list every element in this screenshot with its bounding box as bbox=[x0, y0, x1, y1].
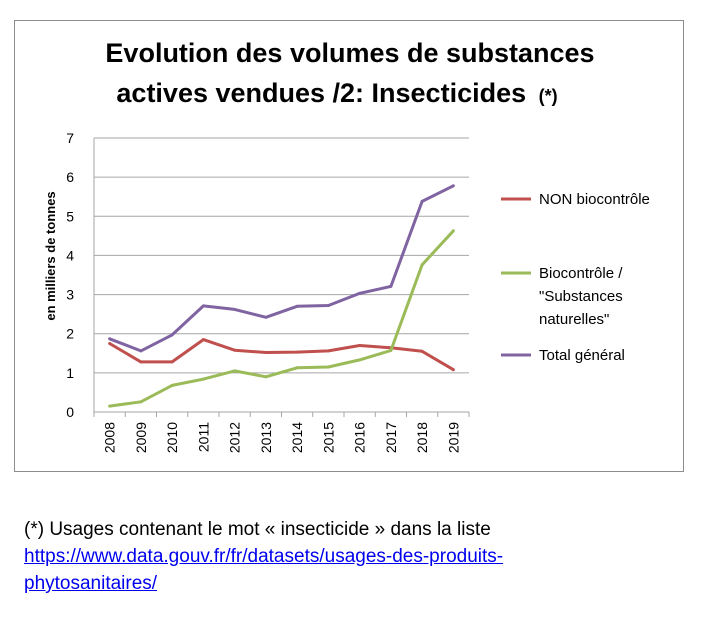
line-chart: Evolution des volumes de substances acti… bbox=[43, 38, 650, 453]
data-point bbox=[389, 284, 393, 288]
x-tick-label: 2019 bbox=[445, 422, 461, 453]
chart-title-line-2: actives vendues /2: Insecticides (*) bbox=[116, 78, 557, 108]
y-tick-label: 0 bbox=[66, 404, 74, 420]
axis-layer: 0 1 2 3 4 5 6 7 2008 2009 2010 2011 2012 2013 2014 2015… bbox=[66, 130, 470, 453]
x-tick-label: 2016 bbox=[352, 422, 368, 453]
data-point bbox=[233, 369, 237, 373]
legend-label-2: "Substances bbox=[539, 288, 623, 305]
data-point bbox=[170, 383, 174, 387]
data-point bbox=[139, 360, 143, 364]
data-point bbox=[108, 404, 112, 408]
data-point bbox=[264, 315, 268, 319]
y-tick-label: 3 bbox=[66, 287, 74, 303]
data-point bbox=[108, 337, 112, 341]
series-line-3 bbox=[109, 184, 455, 353]
data-point bbox=[139, 349, 143, 353]
y-tick-label: 2 bbox=[66, 326, 74, 342]
x-tick-label: 2014 bbox=[289, 422, 305, 453]
data-point bbox=[264, 351, 268, 355]
data-point bbox=[358, 358, 362, 362]
data-point bbox=[108, 342, 112, 345]
series-line-1 bbox=[108, 338, 455, 371]
x-tick-label: 2008 bbox=[102, 422, 118, 453]
y-axis-label: en milliers de tonnes bbox=[43, 191, 58, 320]
footnote-link-line-1: https://www.data.gouv.fr/fr/datasets/usa… bbox=[24, 546, 504, 567]
grid-layer bbox=[94, 137, 469, 374]
y-tick-label: 1 bbox=[66, 365, 74, 381]
data-point bbox=[139, 400, 143, 404]
data-point bbox=[358, 291, 362, 295]
footnote-text: (*) Usages contenant le mot « insecticid… bbox=[24, 519, 491, 540]
x-tick-label: 2012 bbox=[227, 422, 243, 453]
y-tick-label: 6 bbox=[66, 169, 74, 185]
legend-label-2: Biocontrôle / bbox=[539, 265, 623, 282]
chart-title-line-1: Evolution des volumes de substances bbox=[105, 38, 594, 68]
data-point bbox=[264, 375, 268, 379]
y-tick-label: 7 bbox=[66, 130, 74, 146]
x-tick-label: 2009 bbox=[133, 422, 149, 453]
x-tick-label: 2017 bbox=[383, 422, 399, 453]
y-tick-label: 5 bbox=[66, 208, 74, 224]
x-tick-label: 2011 bbox=[195, 422, 211, 452]
data-point bbox=[326, 365, 330, 369]
legend-label-1: NON biocontrôle bbox=[539, 191, 650, 208]
data-point bbox=[326, 304, 330, 308]
data-point bbox=[295, 366, 299, 370]
x-tick-label: 2013 bbox=[258, 422, 274, 453]
data-point bbox=[451, 229, 455, 233]
data-point bbox=[358, 343, 362, 347]
data-point bbox=[326, 349, 330, 353]
data-point bbox=[233, 307, 237, 311]
data-point bbox=[420, 263, 424, 267]
legend-label-3: Total général bbox=[539, 347, 625, 364]
data-point bbox=[201, 377, 205, 381]
data-point bbox=[389, 349, 393, 353]
data-point bbox=[170, 360, 174, 364]
data-point bbox=[201, 304, 205, 308]
chart-title-note: (*) bbox=[539, 86, 558, 106]
data-point bbox=[420, 199, 424, 203]
footnote-link-line-2: phytosanitaires/ bbox=[24, 573, 158, 594]
x-tick-label: 2015 bbox=[320, 422, 336, 453]
x-tick-label: 2010 bbox=[164, 422, 180, 453]
footnote-link[interactable]: https://www.data.gouv.fr/fr/datasets/usa… bbox=[24, 543, 704, 597]
series-layer bbox=[108, 184, 455, 408]
data-point bbox=[295, 350, 299, 354]
data-point bbox=[295, 304, 299, 308]
footnote: (*) Usages contenant le mot « insecticid… bbox=[24, 516, 704, 597]
data-point bbox=[420, 349, 424, 353]
x-tick-label: 2018 bbox=[414, 422, 430, 453]
y-tick-label: 4 bbox=[66, 247, 74, 263]
data-point bbox=[451, 184, 455, 188]
data-point bbox=[170, 333, 174, 337]
data-point bbox=[201, 338, 205, 342]
chart-title-line-2-text: actives vendues /2: Insecticides bbox=[116, 78, 526, 108]
chart-frame: Evolution des volumes de substances acti… bbox=[14, 20, 684, 472]
legend-label-2: naturelles" bbox=[539, 311, 609, 328]
data-point bbox=[233, 348, 237, 352]
legend: NON biocontrôle Biocontrôle / "Substances n… bbox=[501, 191, 650, 364]
data-point bbox=[451, 368, 455, 372]
series-line-2 bbox=[109, 229, 455, 408]
